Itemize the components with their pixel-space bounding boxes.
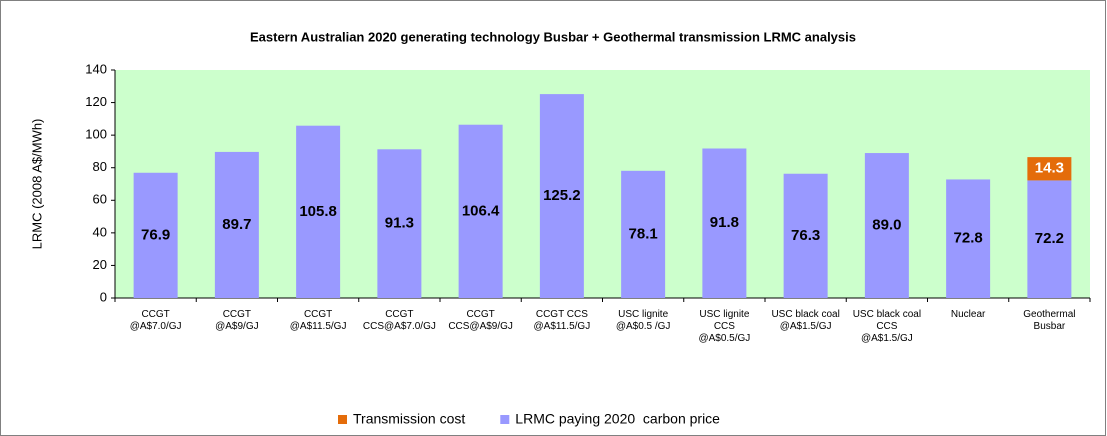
legend-label: LRMC paying 2020 carbon price <box>515 411 720 427</box>
x-tick-label: USC black coal @A$1.5/GJ <box>771 309 839 332</box>
data-label: 72.2 <box>1035 230 1064 247</box>
data-label: 14.3 <box>1035 160 1064 177</box>
x-tick-label: CCGT CCS @A$11.5/GJ <box>534 309 591 332</box>
x-tick-label: Nuclear <box>951 309 986 320</box>
x-tick-label: USC black coal CCS @A$1.5/GJ <box>853 309 921 344</box>
data-label: 91.3 <box>385 215 414 232</box>
y-tick-label: 140 <box>85 61 107 76</box>
plot-area <box>115 70 1090 298</box>
x-tick-label: USC lignite @A$0.5 /GJ <box>616 309 671 332</box>
bar <box>946 179 991 298</box>
data-label: 125.2 <box>543 187 581 204</box>
bar <box>458 124 503 298</box>
bar <box>783 173 828 298</box>
bar <box>133 172 178 298</box>
x-tick-label: Geothermal Busbar <box>1023 309 1075 332</box>
legend-swatch <box>338 415 347 424</box>
x-tick-label: USC lignite CCS @A$0.5/GJ <box>698 309 750 344</box>
bar <box>702 148 747 298</box>
data-label: 89.7 <box>222 216 251 233</box>
y-tick-label: 100 <box>85 127 107 142</box>
legend-swatch <box>500 415 510 424</box>
y-tick-label: 20 <box>93 257 107 272</box>
x-tick-label: CCGT @A$7.0/GJ <box>130 309 182 332</box>
bar <box>296 125 341 298</box>
bar <box>1027 180 1072 298</box>
data-label: 89.0 <box>872 216 901 233</box>
x-tick-label: CCGT CCS@A$9/GJ <box>448 309 513 332</box>
data-label: 91.8 <box>710 214 739 231</box>
bar <box>377 149 422 298</box>
x-tick-label: CCGT @A$11.5/GJ <box>290 309 347 332</box>
y-tick-label: 80 <box>93 159 107 174</box>
y-tick-label: 0 <box>100 289 107 304</box>
bar <box>214 151 259 298</box>
bar <box>1027 157 1072 181</box>
y-tick-label: 60 <box>93 192 107 207</box>
data-label: 106.4 <box>462 202 500 219</box>
data-label: 76.9 <box>141 226 170 243</box>
chart-title: Eastern Australian 2020 generating techn… <box>250 29 856 44</box>
legend-label: Transmission cost <box>353 411 465 427</box>
x-tick-label: CCGT CCS@A$7.0/GJ <box>363 309 436 332</box>
y-axis-label: LRMC (2008 A$/MWh) <box>29 119 44 250</box>
data-label: 76.3 <box>791 227 820 244</box>
bar <box>864 153 909 298</box>
y-tick-label: 120 <box>85 94 107 109</box>
data-label: 72.8 <box>954 230 983 247</box>
x-tick-label: CCGT @A$9/GJ <box>215 309 259 332</box>
data-label: 105.8 <box>299 203 337 220</box>
data-label: 78.1 <box>629 225 658 242</box>
bar <box>539 94 584 298</box>
y-tick-label: 40 <box>93 224 107 239</box>
bar <box>621 170 666 298</box>
